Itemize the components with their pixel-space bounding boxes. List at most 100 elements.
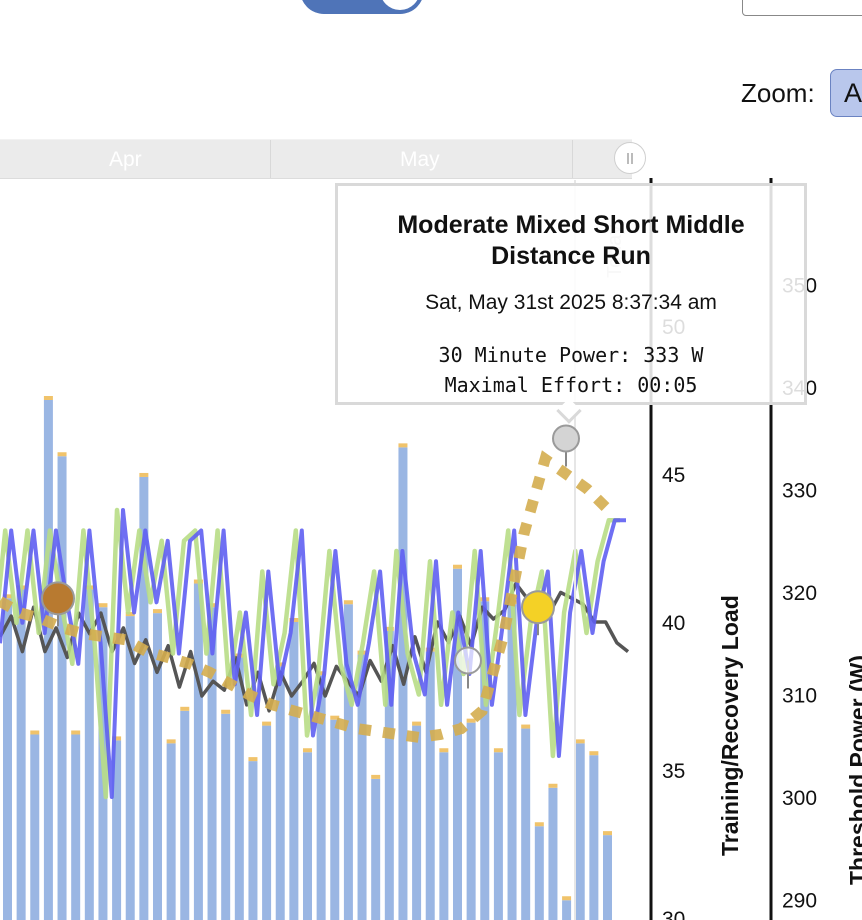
load-bar-cap (262, 721, 272, 726)
load-bar (234, 657, 244, 920)
load-bar-cap (371, 774, 381, 779)
load-bar-cap (139, 472, 149, 477)
power-line-shadow (0, 507, 620, 800)
load-bar (507, 604, 517, 920)
navigator-divider (572, 140, 573, 178)
load-bar (589, 755, 599, 920)
load-bar-cap (275, 662, 285, 667)
tooltip-effort: Maximal Effort: 00:05 (444, 373, 698, 397)
axis-tick-load: 30 (662, 908, 685, 920)
tooltip-power: 30 Minute Power: 333 W (438, 343, 704, 367)
load-bar (534, 826, 544, 920)
load-bar (112, 740, 122, 920)
recovery-load-line (0, 450, 612, 743)
load-bar-cap (493, 748, 503, 753)
load-bar (139, 476, 149, 920)
load-layer (0, 450, 612, 743)
axis-tick-load: 35 (662, 760, 685, 783)
load-bar (330, 719, 340, 920)
load-bar-cap (534, 822, 544, 827)
load-bar (384, 630, 394, 920)
toggle-knob[interactable] (380, 0, 420, 10)
load-bar (30, 734, 40, 920)
navigator-month-may: May (400, 148, 440, 171)
axis-tick-power: 320 (782, 582, 817, 605)
zoom-all-button[interactable]: A (830, 69, 862, 117)
navigator-month-apr: Apr (109, 148, 142, 171)
load-bar-cap (71, 730, 81, 735)
load-bar (3, 598, 12, 920)
load-bar (493, 752, 503, 920)
load-bar-cap (439, 748, 449, 753)
load-bar-cap (153, 609, 162, 614)
axis-tick-load: 40 (662, 612, 685, 635)
load-bar (480, 601, 490, 920)
load-bar (166, 743, 176, 920)
load-bar (57, 456, 67, 920)
load-bar-cap (453, 564, 462, 569)
load-bar (425, 651, 435, 920)
event-marker (552, 424, 580, 453)
event-marker (521, 590, 555, 625)
markers-layer (41, 424, 580, 689)
load-bar-cap (316, 671, 326, 676)
load-bar (343, 604, 353, 920)
load-bar (521, 728, 531, 920)
load-bar-cap (398, 443, 408, 448)
navigator-divider (270, 140, 271, 178)
load-bar-cap (98, 603, 108, 608)
zoom-label: Zoom: (741, 78, 815, 108)
load-bar-cap (43, 396, 53, 400)
axis-tick-power: 310 (782, 685, 817, 708)
threshold-power-line (0, 508, 626, 799)
load-bar-cap (248, 757, 258, 762)
load-bar (439, 752, 449, 920)
load-bar-cap (412, 721, 422, 726)
load-bar (125, 616, 135, 920)
load-bar (466, 722, 476, 920)
load-bar-cap (521, 724, 531, 729)
navigator-bar[interactable]: Apr May (0, 139, 632, 179)
event-marker (454, 646, 482, 675)
view-toggle[interactable] (300, 0, 424, 14)
load-bar-cap (125, 612, 135, 617)
chart-tooltip: Moderate Mixed Short Middle Distance Run… (335, 183, 807, 405)
load-bar (412, 725, 422, 920)
axis-tick-power: 290 (782, 890, 817, 913)
axis-tick-load: 45 (662, 464, 685, 487)
range-input[interactable] (742, 0, 862, 16)
load-bar (453, 568, 462, 920)
axis-title-power: Threshold Power (W) (845, 655, 862, 885)
load-bar-cap (466, 718, 476, 723)
tooltip-title: Moderate Mixed Short Middle Distance Run (397, 211, 745, 270)
load-bar-cap (3, 594, 12, 599)
axis-tick-power: 330 (782, 480, 817, 503)
fitness-layer (0, 581, 630, 713)
tooltip-date: Sat, May 31st 2025 8:37:34 am (425, 291, 717, 314)
load-bar-cap (562, 896, 572, 901)
load-bar-cap (603, 831, 612, 836)
load-bar (248, 761, 258, 920)
fitness-line (0, 581, 630, 713)
axis-tick-power: 300 (782, 787, 817, 810)
load-bar-cap (221, 709, 231, 714)
zoom-all-button-label: A (844, 78, 862, 108)
load-bar (289, 622, 299, 920)
load-bar (43, 400, 53, 920)
load-bar (548, 787, 558, 920)
load-bar-cap (575, 739, 585, 744)
load-bar (207, 607, 217, 920)
load-bar-cap (180, 706, 190, 711)
load-bar (575, 743, 585, 920)
axis-title-load: Training/Recovery Load (717, 595, 743, 856)
load-bar (84, 589, 94, 920)
load-bar (371, 778, 381, 920)
load-bar (262, 725, 272, 920)
load-bar-cap (57, 452, 67, 457)
load-bar (357, 654, 367, 920)
load-bar-cap (166, 739, 176, 744)
navigator-handle[interactable] (614, 142, 646, 174)
load-bar-cap (589, 751, 599, 756)
load-bar (275, 666, 285, 920)
